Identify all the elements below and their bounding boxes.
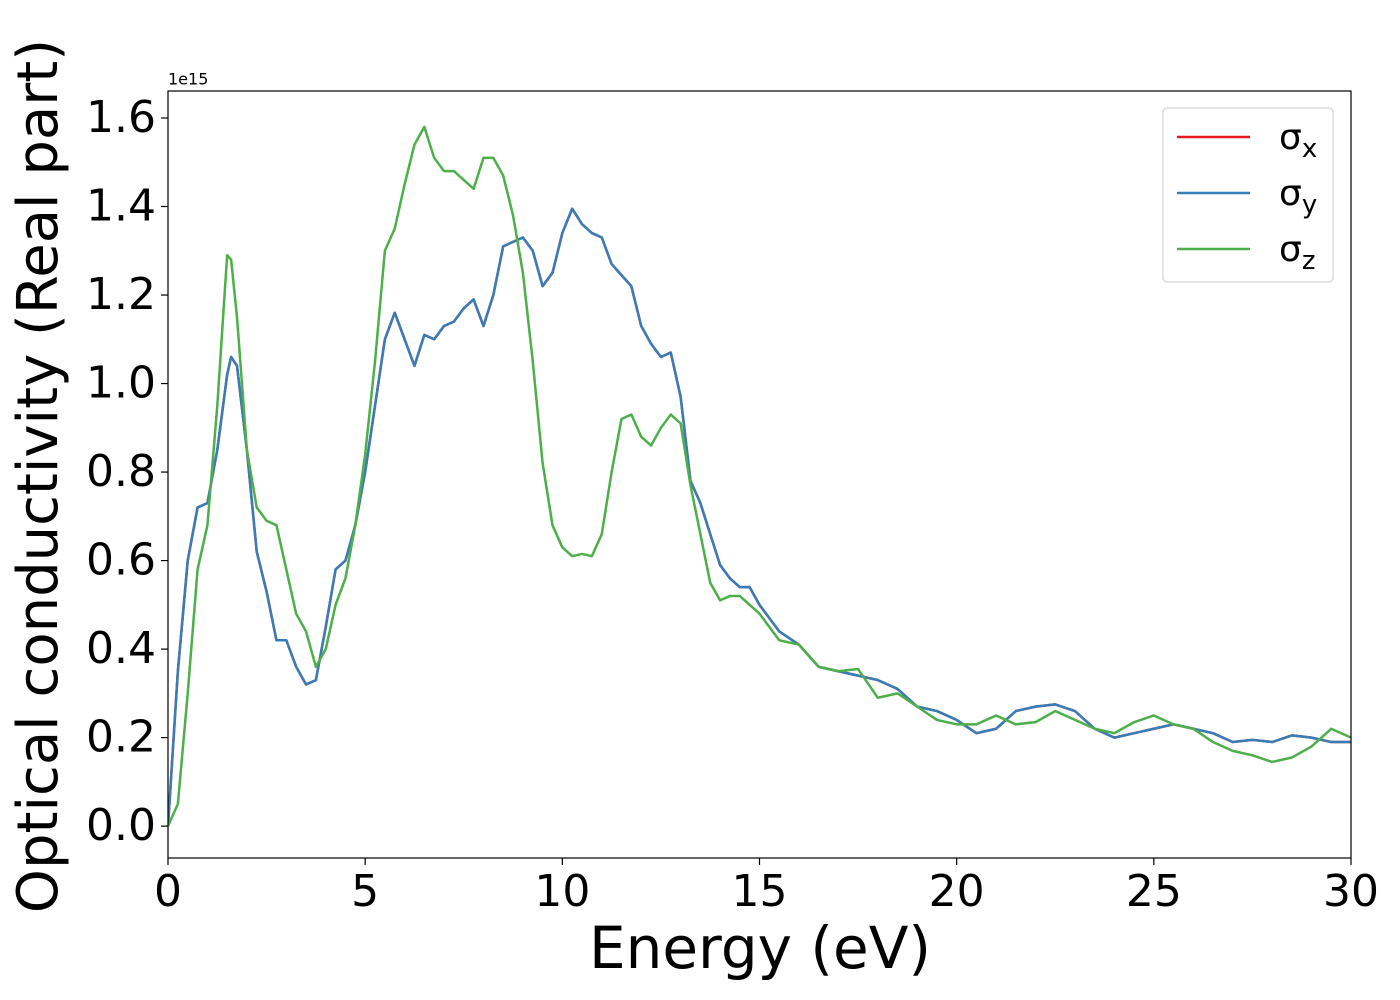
legend-label: σx <box>1279 117 1317 164</box>
legend-symbol: σ <box>1279 229 1302 270</box>
legend-label: σz <box>1279 229 1315 276</box>
y-tick-label: 1.4 <box>86 181 156 232</box>
x-tick-label: 25 <box>1126 866 1182 917</box>
legend-subscript: z <box>1302 246 1316 276</box>
x-tick-label: 0 <box>154 866 182 917</box>
x-tick-label: 20 <box>929 866 985 917</box>
legend-box <box>1162 107 1334 283</box>
legend-subscript: y <box>1302 190 1317 220</box>
legend-subscript: x <box>1302 134 1317 164</box>
y-axis-label: Optical conductivity (Real part) <box>6 39 71 913</box>
legend-symbol: σ <box>1279 117 1302 158</box>
x-tick-label: 15 <box>732 866 788 917</box>
legend-label: σy <box>1279 173 1317 220</box>
y-tick-label: 1.2 <box>86 269 156 320</box>
data-line <box>168 207 1351 827</box>
y-offset-label: 1e15 <box>168 70 208 89</box>
y-tick-label: 0.0 <box>86 800 156 851</box>
y-tick-label: 0.4 <box>86 623 156 674</box>
x-tick-label: 30 <box>1323 866 1379 917</box>
y-tick-label: 1.0 <box>86 358 156 409</box>
y-tick-label: 1.6 <box>86 92 156 143</box>
x-axis-label: Energy (eV) <box>589 914 931 982</box>
y-tick-label: 0.6 <box>86 535 156 586</box>
x-tick-label: 5 <box>351 866 379 917</box>
y-tick-label: 0.2 <box>86 712 156 763</box>
x-tick-label: 10 <box>534 866 590 917</box>
data-line <box>168 207 1351 827</box>
plot-frame <box>167 90 1352 859</box>
data-line <box>168 125 1351 827</box>
y-tick-label: 0.8 <box>86 446 156 497</box>
legend-symbol: σ <box>1279 173 1302 214</box>
